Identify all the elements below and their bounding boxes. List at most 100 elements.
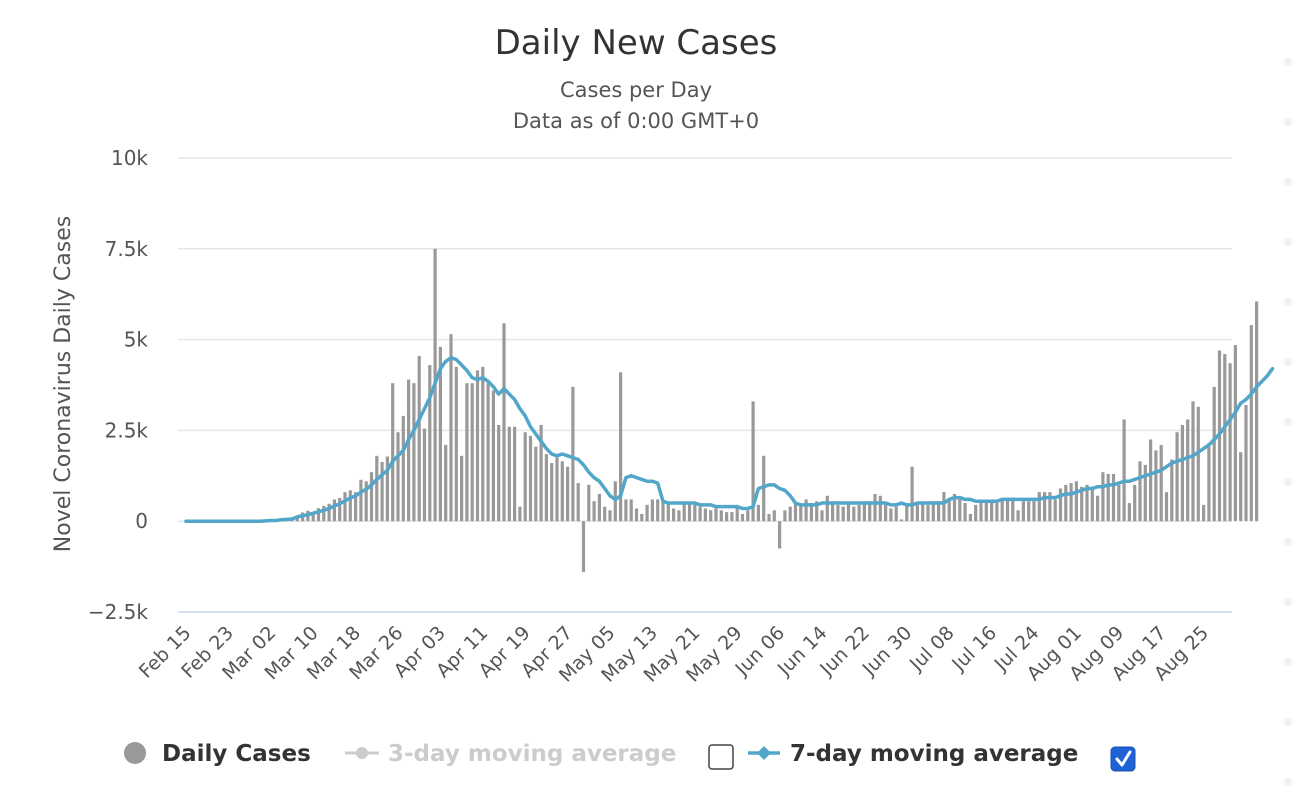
bar[interactable] bbox=[772, 510, 776, 522]
bar[interactable] bbox=[714, 508, 718, 522]
bar[interactable] bbox=[1133, 484, 1137, 522]
bar[interactable] bbox=[725, 512, 729, 522]
bar[interactable] bbox=[1196, 406, 1200, 522]
bar[interactable] bbox=[974, 504, 978, 522]
bar[interactable] bbox=[1021, 501, 1025, 522]
bar[interactable] bbox=[295, 516, 299, 522]
bar[interactable] bbox=[523, 432, 527, 522]
bar[interactable] bbox=[947, 499, 951, 522]
bar[interactable] bbox=[926, 504, 930, 522]
bar[interactable] bbox=[873, 493, 877, 522]
bar[interactable] bbox=[364, 481, 368, 522]
bar[interactable] bbox=[894, 506, 898, 522]
bar[interactable] bbox=[555, 457, 559, 522]
bar[interactable] bbox=[470, 383, 474, 522]
bar[interactable] bbox=[1127, 503, 1131, 522]
bar[interactable] bbox=[316, 508, 321, 522]
bar[interactable] bbox=[428, 365, 432, 522]
bar[interactable] bbox=[1228, 363, 1232, 522]
bar[interactable] bbox=[703, 508, 707, 522]
bar[interactable] bbox=[560, 461, 564, 522]
bar[interactable] bbox=[682, 503, 686, 522]
bar[interactable] bbox=[825, 495, 829, 522]
bar[interactable] bbox=[661, 501, 665, 522]
bar[interactable] bbox=[444, 444, 448, 522]
bar[interactable] bbox=[1117, 484, 1121, 522]
bar[interactable] bbox=[475, 370, 480, 522]
bar[interactable] bbox=[990, 501, 994, 522]
bar[interactable] bbox=[1011, 497, 1015, 522]
bar[interactable] bbox=[613, 481, 617, 522]
bar[interactable] bbox=[544, 454, 548, 522]
bar[interactable] bbox=[422, 428, 427, 522]
bar[interactable] bbox=[910, 466, 914, 522]
bar[interactable] bbox=[1005, 497, 1010, 522]
bar[interactable] bbox=[629, 499, 633, 522]
bar[interactable] bbox=[677, 510, 681, 522]
bar[interactable] bbox=[1186, 419, 1190, 522]
bar[interactable] bbox=[1106, 473, 1110, 522]
bar[interactable] bbox=[1202, 504, 1206, 522]
bar[interactable] bbox=[592, 501, 596, 522]
bar[interactable] bbox=[534, 446, 538, 522]
bar[interactable] bbox=[1111, 473, 1116, 522]
bar[interactable] bbox=[1064, 484, 1068, 522]
bar[interactable] bbox=[1255, 301, 1259, 522]
bar[interactable] bbox=[709, 510, 713, 522]
bar[interactable] bbox=[846, 503, 851, 522]
bar[interactable] bbox=[1037, 492, 1041, 522]
bar[interactable] bbox=[359, 479, 363, 522]
bar[interactable] bbox=[1048, 492, 1052, 522]
bar[interactable] bbox=[746, 510, 750, 522]
7day-average-checkbox[interactable] bbox=[1110, 746, 1136, 772]
bar[interactable] bbox=[1223, 354, 1227, 522]
bar[interactable] bbox=[550, 463, 554, 522]
bar[interactable] bbox=[1244, 404, 1248, 522]
bar[interactable] bbox=[1096, 495, 1100, 522]
bar[interactable] bbox=[1080, 486, 1084, 522]
bar[interactable] bbox=[952, 493, 957, 522]
bar[interactable] bbox=[597, 493, 601, 522]
bar[interactable] bbox=[666, 503, 670, 522]
bar[interactable] bbox=[576, 483, 580, 522]
bar[interactable] bbox=[921, 503, 925, 522]
bar[interactable] bbox=[348, 490, 352, 522]
bar[interactable] bbox=[587, 484, 591, 522]
bar[interactable] bbox=[868, 501, 872, 522]
bar[interactable] bbox=[401, 415, 405, 522]
bar[interactable] bbox=[1207, 443, 1211, 522]
bar[interactable] bbox=[778, 521, 782, 549]
bar[interactable] bbox=[407, 379, 411, 522]
bar[interactable] bbox=[528, 435, 533, 522]
bar[interactable] bbox=[767, 513, 771, 522]
bar[interactable] bbox=[1149, 439, 1153, 522]
bar[interactable] bbox=[995, 503, 999, 522]
bar[interactable] bbox=[1175, 432, 1179, 522]
bar[interactable] bbox=[1074, 481, 1078, 522]
bar[interactable] bbox=[338, 497, 342, 522]
bar[interactable] bbox=[719, 510, 723, 522]
bar[interactable] bbox=[454, 366, 458, 522]
bar[interactable] bbox=[899, 519, 904, 522]
bar[interactable] bbox=[619, 372, 623, 522]
bar[interactable] bbox=[1090, 486, 1094, 522]
bar[interactable] bbox=[603, 506, 607, 522]
bar[interactable] bbox=[566, 466, 570, 522]
bar[interactable] bbox=[1032, 499, 1036, 522]
bar-series[interactable] bbox=[263, 248, 1259, 573]
bar[interactable] bbox=[385, 456, 389, 522]
bar[interactable] bbox=[608, 510, 612, 522]
bar[interactable] bbox=[963, 503, 967, 522]
bar[interactable] bbox=[836, 504, 840, 522]
bar[interactable] bbox=[958, 499, 962, 522]
bar[interactable] bbox=[1212, 386, 1216, 522]
bar[interactable] bbox=[486, 383, 490, 522]
bar[interactable] bbox=[857, 504, 861, 522]
bar[interactable] bbox=[1027, 501, 1031, 522]
bar[interactable] bbox=[438, 346, 442, 522]
bar[interactable] bbox=[1154, 450, 1158, 522]
bar[interactable] bbox=[539, 424, 543, 522]
bar[interactable] bbox=[656, 499, 660, 522]
bar[interactable] bbox=[1239, 452, 1243, 522]
bar[interactable] bbox=[1143, 464, 1147, 522]
